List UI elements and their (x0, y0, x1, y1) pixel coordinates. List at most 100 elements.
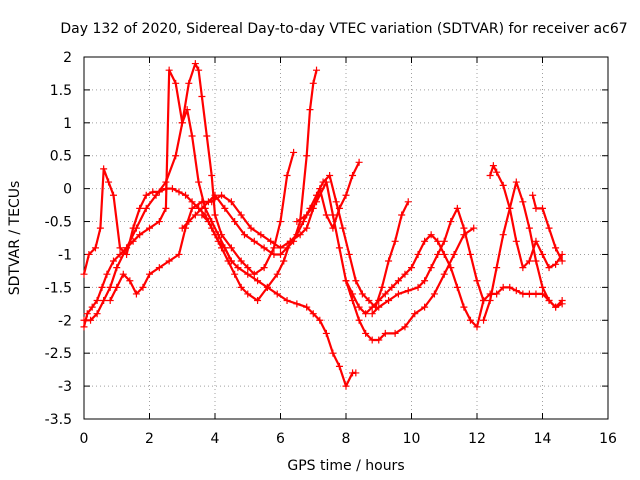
data-point (313, 198, 321, 206)
data-point (280, 257, 288, 265)
data-point (349, 290, 357, 298)
series-s6 (198, 171, 412, 311)
data-point (385, 257, 393, 265)
data-point (218, 231, 226, 239)
data-point (172, 79, 180, 87)
x-tick-label: 10 (403, 431, 421, 447)
data-point (299, 218, 307, 226)
data-point (309, 79, 317, 87)
data-point (394, 277, 402, 285)
data-point (309, 310, 317, 318)
data-point (283, 297, 291, 305)
data-point (313, 66, 321, 74)
data-point (411, 310, 419, 318)
data-point (552, 244, 560, 252)
data-point (237, 257, 245, 265)
data-point (480, 316, 488, 324)
data-point (100, 165, 108, 173)
data-point (182, 191, 190, 199)
data-point (512, 178, 520, 186)
series-line-s5 (181, 69, 318, 256)
data-point (332, 198, 340, 206)
data-point (188, 198, 196, 206)
data-point (198, 204, 206, 212)
data-point (286, 237, 294, 245)
data-point (352, 277, 360, 285)
data-point (473, 277, 481, 285)
data-point (404, 287, 412, 295)
data-point (165, 66, 173, 74)
data-point (427, 264, 435, 272)
data-point (126, 277, 134, 285)
data-point (136, 231, 144, 239)
series-line-s9 (371, 207, 485, 315)
data-point (106, 283, 114, 291)
data-point (362, 329, 370, 337)
data-point (368, 336, 376, 344)
data-point (375, 336, 383, 344)
data-point (381, 290, 389, 298)
data-point (525, 290, 533, 298)
data-point (257, 231, 265, 239)
data-point (290, 148, 298, 156)
y-tick-label: -1.5 (45, 280, 72, 296)
data-point (460, 224, 468, 232)
data-point (480, 297, 488, 305)
data-point (519, 198, 527, 206)
data-point (322, 329, 330, 337)
data-point (103, 270, 111, 278)
data-point (408, 264, 415, 272)
data-point (486, 297, 494, 305)
data-point (211, 231, 219, 239)
data-point (545, 264, 553, 272)
data-point (493, 168, 501, 176)
data-point (168, 185, 176, 193)
data-point (208, 171, 216, 179)
data-point (532, 290, 540, 298)
x-tick-label: 6 (276, 431, 285, 447)
data-point (539, 204, 546, 212)
data-point (470, 224, 478, 232)
data-point (185, 218, 193, 226)
data-point (365, 297, 373, 305)
x-tick-labels: 0 2 4 6 8 10 12 14 16 (80, 431, 617, 447)
data-point (355, 316, 363, 324)
data-point (499, 231, 507, 239)
data-point (270, 250, 278, 258)
data-point (303, 211, 311, 219)
data-point (98, 283, 106, 291)
data-point (335, 244, 343, 252)
data-point (342, 382, 350, 390)
data-point (434, 250, 442, 258)
data-point (381, 329, 389, 337)
y-tick-label: -1 (58, 247, 72, 263)
data-point (421, 303, 429, 311)
data-point (191, 211, 199, 219)
data-point (277, 218, 284, 226)
data-point (277, 250, 284, 258)
data-point (195, 178, 203, 186)
data-point (237, 211, 245, 219)
data-point (326, 171, 334, 179)
data-point (162, 178, 170, 186)
data-point (506, 283, 514, 291)
data-point (178, 119, 186, 127)
x-tick-label: 2 (145, 431, 154, 447)
y-tick-label: -0.5 (45, 215, 72, 231)
data-point (188, 132, 196, 140)
data-point (355, 303, 363, 311)
data-point (401, 323, 409, 331)
data-point (447, 264, 455, 272)
data-point (87, 316, 95, 324)
data-point (113, 264, 121, 272)
data-point (277, 244, 284, 252)
data-point (293, 231, 301, 239)
series-line-s4 (109, 161, 361, 301)
data-point (421, 237, 429, 245)
data-point (198, 211, 206, 219)
data-point (146, 224, 153, 232)
data-point (93, 297, 101, 305)
y-tick-label: 2 (63, 50, 72, 66)
data-point (211, 211, 219, 219)
data-point (152, 191, 160, 199)
